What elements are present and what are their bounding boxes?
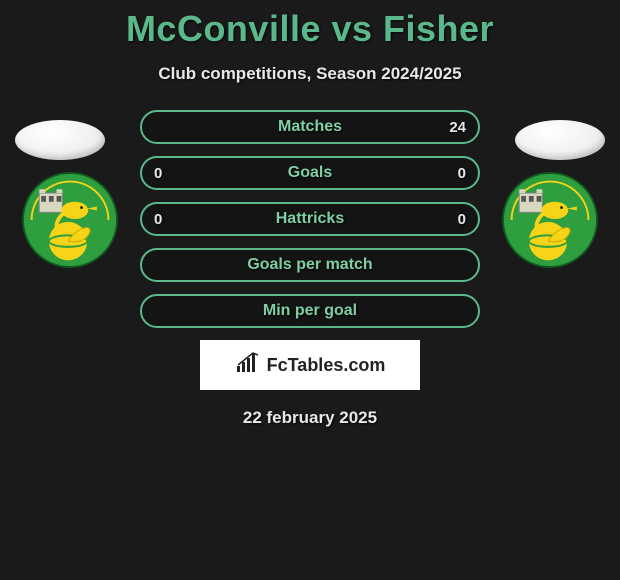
brand-box[interactable]: FcTables.com [200, 340, 420, 390]
subtitle: Club competitions, Season 2024/2025 [0, 64, 620, 84]
stat-label: Matches [278, 118, 342, 136]
stat-row-goals-per-match: Goals per match [140, 248, 480, 282]
stat-rows: Matches 24 0 Goals 0 0 Hattricks 0 Goals… [140, 110, 480, 328]
brand-text: FcTables.com [267, 355, 386, 376]
stat-right-value: 0 [458, 165, 466, 182]
stat-left-value: 0 [154, 165, 162, 182]
stat-label: Goals [288, 164, 332, 182]
club-crest-left [22, 172, 118, 268]
chart-icon [235, 352, 261, 379]
player-avatar-left [15, 120, 105, 160]
stat-row-min-per-goal: Min per goal [140, 294, 480, 328]
club-crest-right [502, 172, 598, 268]
stat-row-hattricks: 0 Hattricks 0 [140, 202, 480, 236]
date: 22 february 2025 [0, 408, 620, 428]
stat-label: Hattricks [276, 210, 344, 228]
player-avatar-right [515, 120, 605, 160]
stats-area: Matches 24 0 Goals 0 0 Hattricks 0 Goals… [0, 110, 620, 428]
stat-left-value: 0 [154, 211, 162, 228]
stat-row-matches: Matches 24 [140, 110, 480, 144]
stat-row-goals: 0 Goals 0 [140, 156, 480, 190]
stat-label: Goals per match [247, 256, 372, 274]
stat-label: Min per goal [263, 302, 357, 320]
stat-right-value: 0 [458, 211, 466, 228]
page-title: McConville vs Fisher [0, 0, 620, 50]
stat-right-value: 24 [449, 119, 466, 136]
